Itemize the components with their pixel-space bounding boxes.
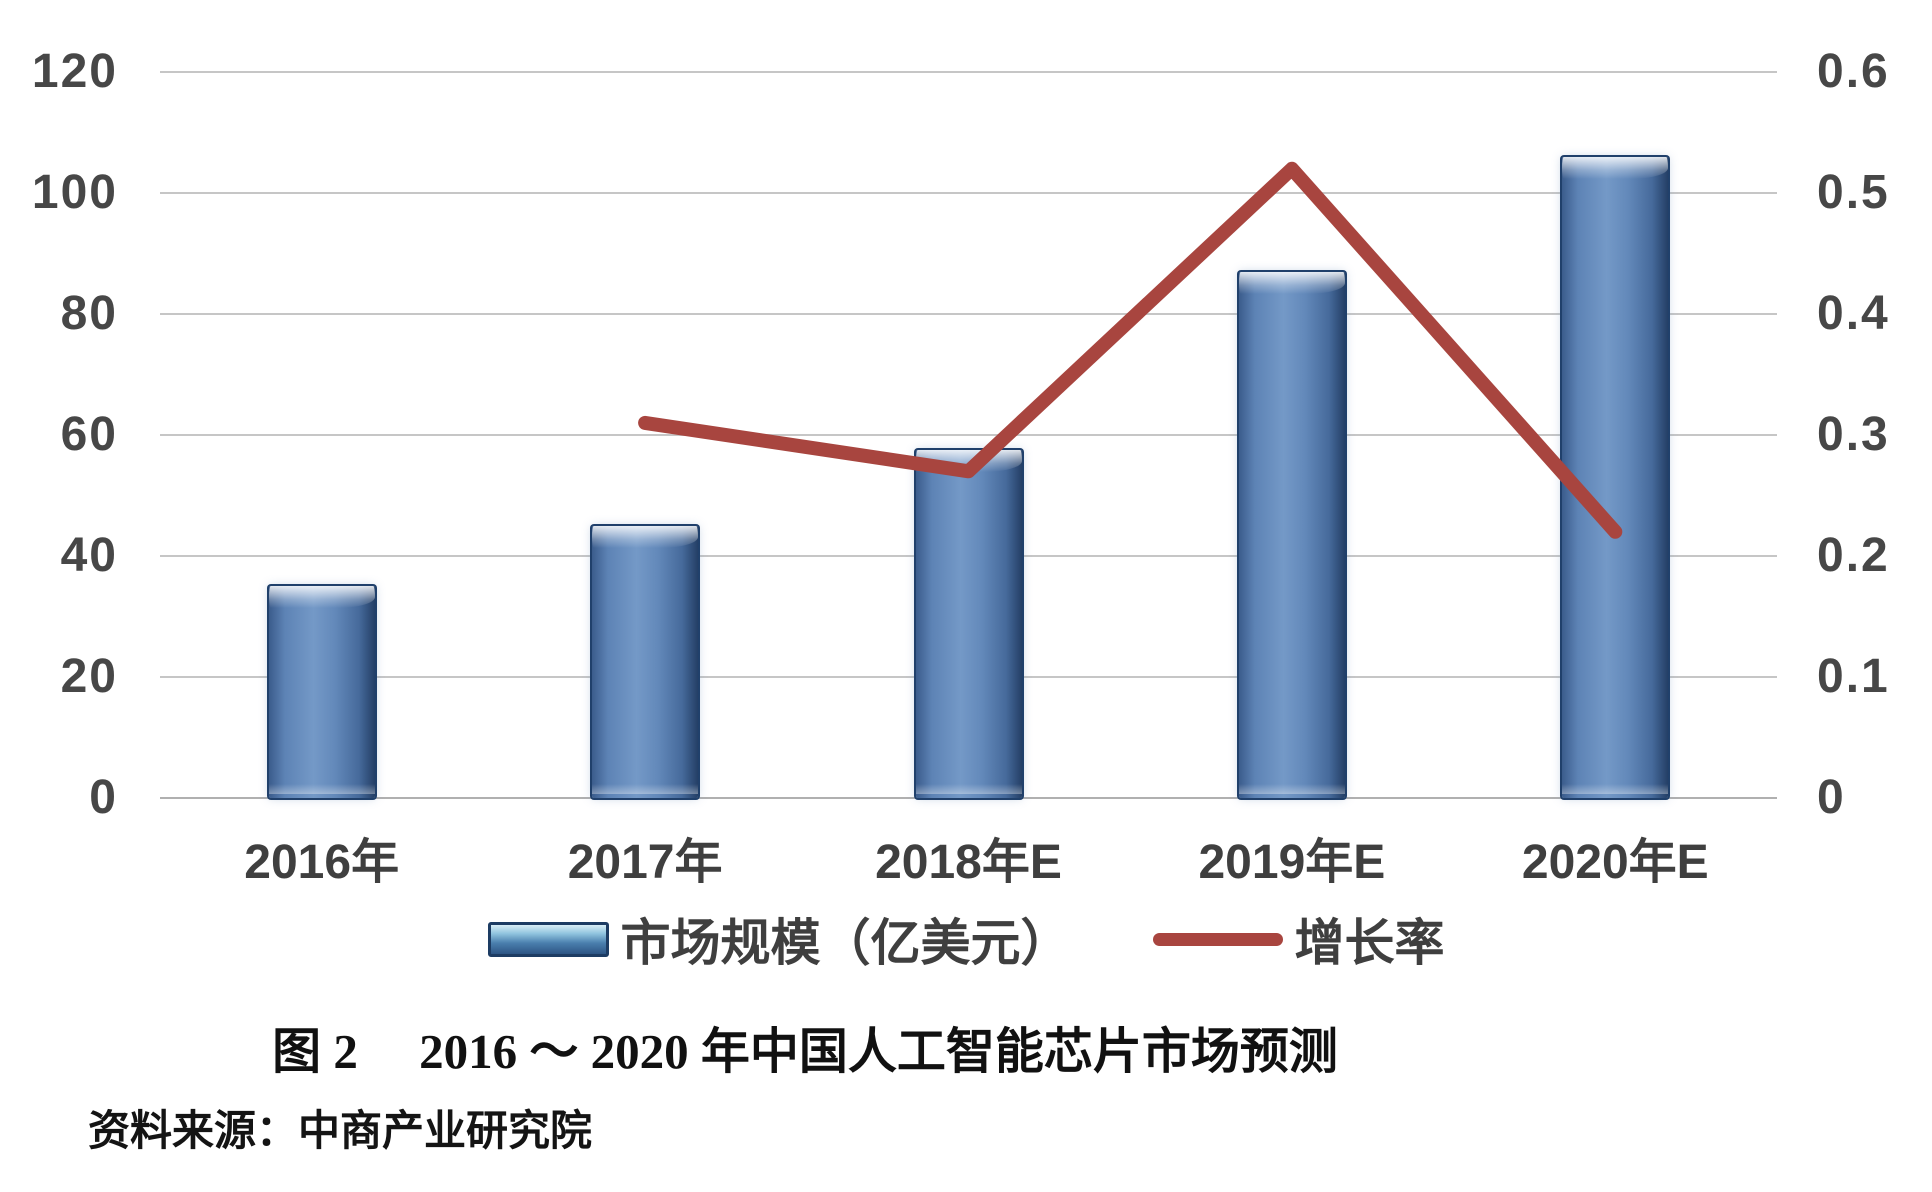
bar-2020年E xyxy=(1562,156,1669,798)
x-axis-label-2018年E: 2018年E xyxy=(875,836,1062,889)
gridline-100 xyxy=(160,192,1777,194)
x-axis-label-2019年E: 2019年E xyxy=(1198,836,1386,889)
left-axis-tick-80: 80 xyxy=(60,287,118,340)
growth-rate-line xyxy=(638,161,1623,539)
figure-caption: 图 2 2016 ～ 2020 年中国人工智能芯片市场预测 xyxy=(272,1024,1338,1079)
x-axis-label-2016年: 2016年 xyxy=(244,836,400,889)
left-axis-tick-0: 0 xyxy=(89,771,118,824)
right-axis-tick-0.1: 0.1 xyxy=(1817,650,1890,703)
legend: 市场规模（亿美元） 增长率 xyxy=(0,904,1932,974)
left-axis-tick-100: 100 xyxy=(31,166,118,219)
left-axis-tick-40: 40 xyxy=(60,529,118,582)
x-axis-label-2020年E: 2020年E xyxy=(1521,836,1709,889)
line-series-swatch-icon xyxy=(1152,932,1283,946)
right-axis-tick-0.2: 0.2 xyxy=(1817,529,1890,582)
bar-2019年E xyxy=(1238,271,1345,798)
legend-item-market-size: 市场规模（亿美元） xyxy=(487,903,1071,975)
right-axis-tick-0.3: 0.3 xyxy=(1817,408,1890,461)
x-axis-label-2017年: 2017年 xyxy=(567,836,723,889)
legend-label-market-size: 市场规模（亿美元） xyxy=(620,915,1071,971)
left-axis-tick-60: 60 xyxy=(60,408,118,461)
legend-item-growth-rate: 增长率 xyxy=(1152,903,1445,975)
bar-2017年 xyxy=(592,525,699,798)
gridline-80 xyxy=(160,313,1777,315)
left-axis-tick-20: 20 xyxy=(60,650,118,703)
gridline-120 xyxy=(160,71,1777,73)
plot-area xyxy=(160,71,1777,799)
gridline-0 xyxy=(160,797,1777,799)
bar-series-swatch-icon xyxy=(487,921,609,957)
bar-2016年 xyxy=(268,586,375,798)
gridline-60 xyxy=(160,434,1777,436)
right-axis-tick-0.6: 0.6 xyxy=(1817,45,1890,98)
right-axis-tick-0: 0 xyxy=(1817,771,1846,824)
right-axis-tick-0.5: 0.5 xyxy=(1817,166,1890,219)
figure-source: 资料来源：中商产业研究院 xyxy=(88,1107,593,1154)
legend-label-growth-rate: 增长率 xyxy=(1294,915,1445,971)
left-axis-tick-120: 120 xyxy=(31,45,118,98)
right-axis-tick-0.4: 0.4 xyxy=(1817,287,1890,340)
